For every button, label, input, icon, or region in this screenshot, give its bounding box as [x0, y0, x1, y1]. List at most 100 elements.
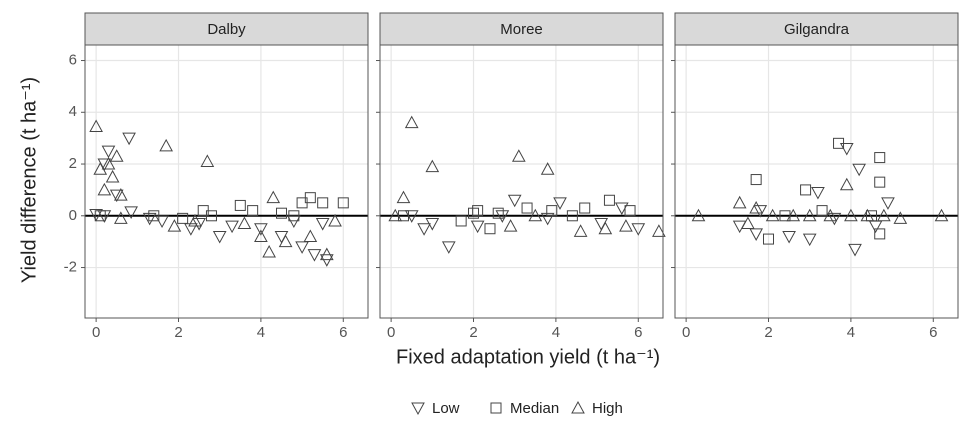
point	[472, 205, 484, 217]
point	[307, 249, 322, 262]
x-axis-title: Fixed adaptation yield (t ha⁻¹)	[396, 346, 660, 368]
panel-title: Dalby	[207, 21, 246, 38]
point	[315, 218, 330, 231]
point	[205, 210, 217, 222]
point	[874, 176, 886, 188]
point	[816, 205, 828, 217]
point	[566, 210, 578, 222]
legend-marker	[571, 400, 585, 414]
point	[396, 190, 411, 204]
point	[631, 223, 646, 236]
point	[89, 119, 103, 133]
x-tick-label: 4	[552, 324, 560, 341]
strip	[674, 12, 959, 46]
point	[288, 210, 300, 222]
point	[594, 218, 609, 231]
x-tick-label: 0	[387, 324, 395, 341]
y-tick-label: 0	[69, 207, 77, 224]
point	[142, 212, 157, 226]
point	[105, 169, 120, 183]
point	[113, 188, 128, 201]
point	[468, 207, 480, 219]
point	[192, 218, 206, 231]
point	[868, 220, 883, 234]
point	[732, 220, 747, 234]
point	[404, 115, 419, 129]
legend-label: High	[592, 400, 623, 417]
point	[877, 208, 891, 222]
point	[317, 197, 329, 209]
point	[833, 137, 845, 149]
point	[811, 186, 825, 200]
point	[839, 143, 854, 156]
point	[124, 206, 138, 219]
point	[113, 211, 128, 224]
point	[619, 219, 633, 232]
x-tick-label: 2	[174, 324, 182, 341]
point	[753, 205, 768, 218]
point	[254, 223, 268, 236]
point	[287, 215, 301, 229]
x-tick-label: 6	[339, 324, 347, 341]
point	[184, 223, 198, 236]
point	[275, 207, 287, 219]
point	[388, 208, 403, 222]
point	[94, 210, 106, 222]
x-tick-label: 2	[469, 324, 477, 341]
point	[319, 247, 334, 261]
strip	[379, 12, 664, 46]
point	[573, 224, 588, 237]
point	[749, 200, 763, 214]
point	[328, 213, 342, 227]
point	[167, 219, 182, 232]
point	[750, 174, 762, 186]
point	[101, 145, 116, 159]
point	[881, 197, 895, 210]
point	[303, 229, 318, 242]
y-tick-label: 2	[69, 155, 77, 172]
x-tick-label: 0	[92, 324, 100, 341]
point	[495, 210, 510, 223]
point	[823, 208, 838, 222]
point	[827, 212, 842, 226]
point	[237, 216, 252, 230]
point	[274, 230, 289, 244]
y-tick-label: -2	[64, 259, 77, 276]
point	[934, 208, 949, 222]
point	[470, 220, 485, 234]
x-tick-label: 6	[929, 324, 937, 341]
y-tick-label: 6	[69, 51, 77, 68]
point	[844, 208, 858, 222]
y-axis-title: Yield difference (t ha⁻¹)	[18, 77, 40, 283]
x-tick-label: 2	[764, 324, 772, 341]
x-tick-label: 0	[682, 324, 690, 341]
point	[782, 230, 796, 244]
point	[848, 243, 862, 257]
point	[425, 159, 440, 173]
point	[546, 205, 558, 217]
point	[691, 208, 706, 222]
point	[786, 208, 801, 222]
point	[652, 224, 666, 237]
point	[802, 233, 817, 247]
point	[732, 195, 747, 209]
point	[624, 205, 636, 217]
panel-title: Moree	[500, 21, 543, 38]
point	[304, 192, 316, 204]
point	[521, 202, 533, 214]
point	[860, 208, 875, 222]
panel-border	[84, 44, 369, 319]
point	[741, 216, 755, 230]
point	[101, 156, 116, 170]
point	[874, 228, 886, 240]
point	[598, 221, 613, 235]
legend-marker	[411, 402, 425, 416]
point	[97, 182, 112, 196]
point	[802, 208, 817, 222]
strip	[84, 12, 369, 46]
point	[852, 163, 866, 177]
point	[109, 189, 124, 203]
x-tick-label: 4	[257, 324, 265, 341]
point	[212, 230, 227, 244]
